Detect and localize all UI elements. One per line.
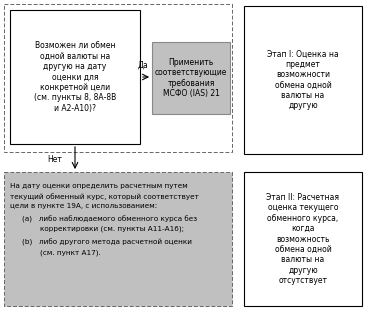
Bar <box>152 42 230 114</box>
Text: Нет: Нет <box>47 155 63 165</box>
Text: (см. пункт А17).: (см. пункт А17). <box>22 249 101 256</box>
Text: Да: Да <box>138 61 148 70</box>
Text: текущий обменный курс, который соответствует: текущий обменный курс, который соответст… <box>10 193 199 200</box>
Text: На дату оценки определить расчетным путем: На дату оценки определить расчетным путе… <box>10 183 188 189</box>
Text: цели в пункте 19А, с использованием:: цели в пункте 19А, с использованием: <box>10 203 157 209</box>
Text: (b)   либо другого метода расчетной оценки: (b) либо другого метода расчетной оценки <box>22 239 192 246</box>
Text: корректировки (см. пункты А11-А16);: корректировки (см. пункты А11-А16); <box>22 226 184 232</box>
Text: Возможен ли обмен
одной валюты на
другую на дату
оценки для
конкретной цели
(см.: Возможен ли обмен одной валюты на другую… <box>34 41 116 113</box>
Bar <box>244 172 362 306</box>
Bar <box>10 10 140 144</box>
Text: Этап II: Расчетная
оценка текущего
обменного курса,
когда
возможность
обмена одн: Этап II: Расчетная оценка текущего обмен… <box>266 193 340 285</box>
Text: (а)   либо наблюдаемого обменного курса без: (а) либо наблюдаемого обменного курса бе… <box>22 216 197 223</box>
Text: Этап I: Оценка на
предмет
возможности
обмена одной
валюты на
другую: Этап I: Оценка на предмет возможности об… <box>267 50 339 111</box>
Text: Применить
соответствующие
требования
МСФО (IAS) 21: Применить соответствующие требования МСФ… <box>155 58 227 98</box>
Bar <box>4 172 232 306</box>
Bar <box>4 4 232 152</box>
Bar <box>244 6 362 154</box>
